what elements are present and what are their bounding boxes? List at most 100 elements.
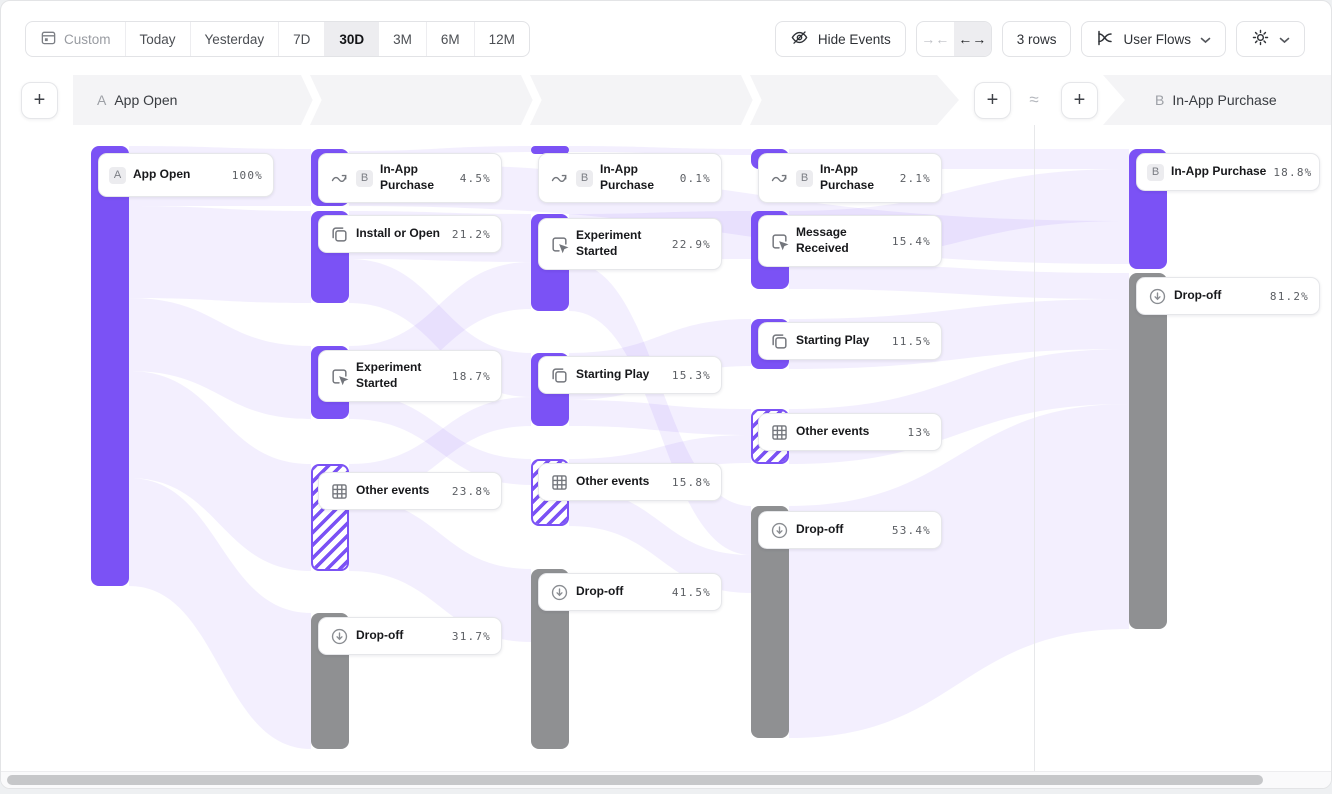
- flow-ribbon: [569, 488, 751, 593]
- flow-node-label: Drop-off: [576, 584, 624, 599]
- step-chevron-icon: [521, 100, 542, 125]
- drop-off-icon: [1147, 286, 1167, 306]
- date-range-option-6m[interactable]: 6M: [427, 22, 475, 56]
- date-range-option-3m[interactable]: 3M: [379, 22, 427, 56]
- date-range-option-7d[interactable]: 7D: [279, 22, 326, 56]
- calendar-icon: [40, 29, 57, 49]
- steps-band[interactable]: A App Open: [73, 75, 959, 125]
- end-event-badge: B: [1155, 92, 1165, 108]
- flow-node-label: Other events: [796, 424, 870, 439]
- date-range-option-label: 30D: [339, 31, 365, 47]
- collapse-columns-button[interactable]: →←: [917, 22, 954, 56]
- drop-off-icon: [329, 626, 349, 646]
- flow-node-bar-0-app-open[interactable]: [91, 146, 129, 586]
- eye-off-icon: [790, 28, 809, 50]
- flow-node-card-3-message-received[interactable]: Message Received 15.4%: [758, 215, 942, 267]
- flow-node-value: 41.5%: [671, 585, 711, 599]
- hide-events-button[interactable]: Hide Events: [774, 21, 906, 57]
- flow-node-card-1-other-events[interactable]: Other events 23.8%: [318, 472, 502, 510]
- flow-ribbon: [129, 478, 311, 749]
- flow-node-card-1-drop-off[interactable]: Drop-off 31.7%: [318, 617, 502, 655]
- flow-node-card-2-other-events[interactable]: Other events 15.8%: [538, 463, 722, 501]
- toolbar-right: Hide Events →← ←→ 3 rows User Flows: [774, 21, 1305, 57]
- chevron-down-icon: [1200, 32, 1211, 47]
- flow-node-card-3-drop-off[interactable]: Drop-off 53.4%: [758, 511, 942, 549]
- end-event-label: In-App Purchase: [1172, 92, 1277, 108]
- date-range-option-label: 12M: [488, 31, 515, 47]
- flow-node-card-4-in-app-purchase[interactable]: B In-App Purchase 18.8%: [1136, 153, 1320, 191]
- view-mode-dropdown[interactable]: User Flows: [1081, 21, 1226, 57]
- event-badge: A: [109, 166, 126, 184]
- flow-node-card-4-drop-off[interactable]: Drop-off 81.2%: [1136, 277, 1320, 315]
- date-range-control: Custom Today Yesterday 7D 30D 3M 6M 12M: [25, 21, 530, 57]
- flow-node-card-3-starting-play[interactable]: Starting Play 11.5%: [758, 322, 942, 360]
- date-range-option-12m[interactable]: 12M: [475, 22, 529, 56]
- horizontal-scrollbar-thumb[interactable]: [7, 775, 1263, 785]
- flow-node-card-3-other-events[interactable]: Other events 13%: [758, 413, 942, 451]
- flow-arrow-icon: [549, 168, 569, 188]
- toolbar: Custom Today Yesterday 7D 30D 3M 6M 12M Hide Ev…: [25, 21, 1305, 57]
- step-chevron-icon: [301, 100, 322, 125]
- squares-icon: [549, 365, 569, 385]
- step-chevron-icon: [741, 75, 762, 100]
- flow-node-card-2-drop-off[interactable]: Drop-off 41.5%: [538, 573, 722, 611]
- horizontal-scrollbar-track[interactable]: [1, 771, 1331, 788]
- flow-node-card-1-experiment-started[interactable]: Experiment Started 18.7%: [318, 350, 502, 402]
- add-final-step-button[interactable]: +: [1061, 82, 1098, 119]
- event-badge: B: [356, 169, 373, 187]
- flow-node-bar-2-in-app-purchase[interactable]: [531, 146, 569, 154]
- flow-node-value: 18.8%: [1273, 165, 1313, 179]
- flow-node-card-2-in-app-purchase[interactable]: B In-App Purchase 0.1%: [538, 153, 722, 203]
- flow-node-label: App Open: [133, 167, 191, 182]
- steps-header: + A App Open + ≈ + B In-App Purchase: [1, 75, 1331, 125]
- flow-node-card-1-install-or-open[interactable]: Install or Open 21.2%: [318, 215, 502, 253]
- flow-node-value: 4.5%: [459, 171, 491, 185]
- settings-dropdown[interactable]: [1236, 21, 1305, 57]
- flow-node-card-0-app-open[interactable]: A App Open 100%: [98, 153, 274, 197]
- add-step-end-button[interactable]: +: [974, 82, 1011, 119]
- flow-node-label: Experiment Started: [356, 360, 422, 390]
- grid-icon: [769, 422, 789, 442]
- flow-node-value: 15.4%: [891, 234, 931, 248]
- flow-node-bar-4-drop-off[interactable]: [1129, 273, 1167, 629]
- final-event-band[interactable]: B In-App Purchase: [1103, 75, 1331, 125]
- flow-node-label: Other events: [576, 474, 650, 489]
- expand-columns-button[interactable]: ←→: [953, 22, 991, 56]
- flow-ribbon: [789, 263, 1129, 299]
- gear-icon: [1251, 28, 1270, 50]
- cursor-click-icon: [329, 366, 349, 386]
- step-chevron-icon: [301, 75, 322, 100]
- add-step-start-button[interactable]: +: [21, 82, 58, 119]
- grid-icon: [329, 481, 349, 501]
- flow-node-value: 100%: [231, 168, 263, 182]
- date-range-option-label: 3M: [393, 31, 412, 47]
- flow-node-value: 21.2%: [451, 227, 491, 241]
- flow-node-label: In-App Purchase: [600, 162, 655, 192]
- date-range-option-label: 7D: [293, 31, 311, 47]
- start-event-badge: A: [97, 92, 107, 108]
- date-range-option-yesterday[interactable]: Yesterday: [191, 22, 280, 56]
- flow-node-card-2-starting-play[interactable]: Starting Play 15.3%: [538, 356, 722, 394]
- flow-node-card-3-in-app-purchase[interactable]: B In-App Purchase 2.1%: [758, 153, 942, 203]
- date-range-option-30d[interactable]: 30D: [325, 22, 380, 56]
- flow-node-value: 13%: [907, 425, 931, 439]
- flow-node-label: In-App Purchase: [820, 162, 875, 192]
- flow-node-value: 81.2%: [1269, 289, 1309, 303]
- flow-ribbon: [349, 393, 531, 485]
- date-range-option-today[interactable]: Today: [126, 22, 191, 56]
- flow-ribbon: [789, 554, 1129, 738]
- flow-node-card-1-in-app-purchase[interactable]: B In-App Purchase 4.5%: [318, 153, 502, 203]
- flow-node-label: Message Received: [796, 225, 849, 255]
- hide-events-label: Hide Events: [817, 31, 891, 47]
- chevron-down-icon: [1279, 32, 1290, 47]
- flow-node-label: Experiment Started: [576, 228, 642, 258]
- flow-node-card-2-experiment-started[interactable]: Experiment Started 22.9%: [538, 218, 722, 270]
- flow-node-label: Install or Open: [356, 226, 441, 241]
- flow-arrow-icon: [769, 168, 789, 188]
- step-chevron-icon: [741, 100, 762, 125]
- rows-button[interactable]: 3 rows: [1001, 21, 1072, 57]
- flow-node-value: 31.7%: [451, 629, 491, 643]
- squares-icon: [769, 331, 789, 351]
- date-range-option-custom[interactable]: Custom: [26, 22, 126, 56]
